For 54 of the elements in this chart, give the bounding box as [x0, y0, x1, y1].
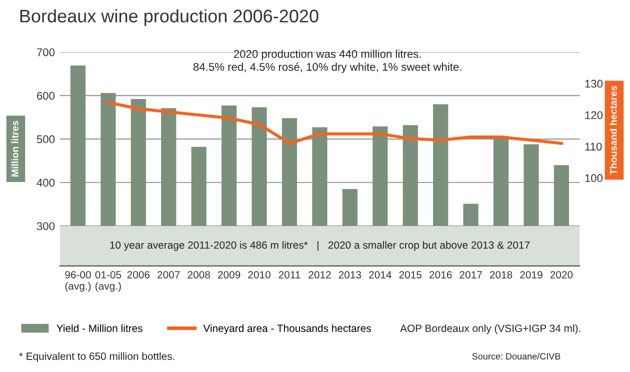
- x-tick-label: 2011: [278, 271, 300, 278]
- chart-title: Bordeaux wine production 2006-2020: [20, 9, 318, 26]
- bar: [493, 138, 509, 226]
- x-tick-label: 2014: [369, 271, 392, 278]
- legend-label: Yield - Million litres: [56, 324, 142, 332]
- y-tick-label: 500: [36, 135, 55, 144]
- x-tick-label: 01-05 (avg.): [95, 271, 122, 292]
- x-tick-label: 96-00 (avg.): [65, 271, 91, 292]
- x-tick-label: 2012: [308, 271, 331, 278]
- bar: [312, 127, 328, 226]
- band-label: 10 year average 2011-2020 is 486 m litres* | 2020 a smaller crop but above 2013 & 2017: [110, 241, 530, 251]
- annotation: 2020 production was 440 million litres. 84.5% red, 4.5% rosé, 10% dry white, 1% sweet white.: [193, 50, 462, 74]
- bar: [342, 189, 358, 226]
- bar: [100, 92, 116, 226]
- y2-tick-label: 100: [585, 174, 603, 182]
- bar: [222, 106, 237, 226]
- bar: [402, 125, 418, 226]
- text: * Equivalent to 650 million bottles.: [19, 352, 174, 362]
- y-tick-label: 700: [37, 48, 55, 56]
- source-note: Source: Douane/CIVB: [472, 352, 560, 360]
- bar: [524, 144, 539, 226]
- x-tick-label: 2010: [248, 271, 270, 278]
- x-tick-label: 2019: [520, 271, 542, 278]
- bar: [161, 108, 176, 226]
- y2-tick-label: 120: [585, 111, 603, 120]
- x-tick-label: 2018: [490, 271, 512, 278]
- bar: [282, 118, 298, 226]
- y-tick-label: 600: [37, 92, 55, 100]
- bar: [252, 107, 267, 226]
- bar: [433, 104, 448, 226]
- y-tick-label: 300: [36, 222, 55, 230]
- y2-tick-label: 130: [585, 80, 603, 88]
- x-tick-label: 2006: [127, 271, 150, 278]
- y2-tick-label: 110: [585, 142, 602, 151]
- bar: [372, 126, 388, 226]
- bar: [554, 165, 570, 226]
- bar: [463, 204, 478, 226]
- bar: [191, 146, 206, 226]
- x-tick-label: 2015: [399, 271, 422, 278]
- x-tick-label: 2017: [460, 271, 482, 278]
- y-tick-label: 400: [36, 178, 55, 187]
- x-tick-label: 2009: [218, 271, 240, 278]
- x-tick-label: 2008: [188, 271, 210, 278]
- bar: [130, 99, 146, 226]
- y2-axis-title: Thousand hectares: [610, 86, 617, 175]
- legend-label: Vineyard area - Thousands hectares: [203, 324, 371, 334]
- line-series: [106, 100, 563, 145]
- bar: [70, 66, 86, 226]
- x-tick-label: 2013: [338, 271, 362, 278]
- x-tick-label: 2016: [430, 271, 452, 278]
- x-tick-label: 2020: [550, 271, 573, 278]
- text: AOP Bordeaux only (VSIG+IGP 34 ml).: [400, 324, 580, 334]
- x-tick-label: 2007: [158, 271, 180, 278]
- y-axis-title: Million litres: [11, 120, 18, 177]
